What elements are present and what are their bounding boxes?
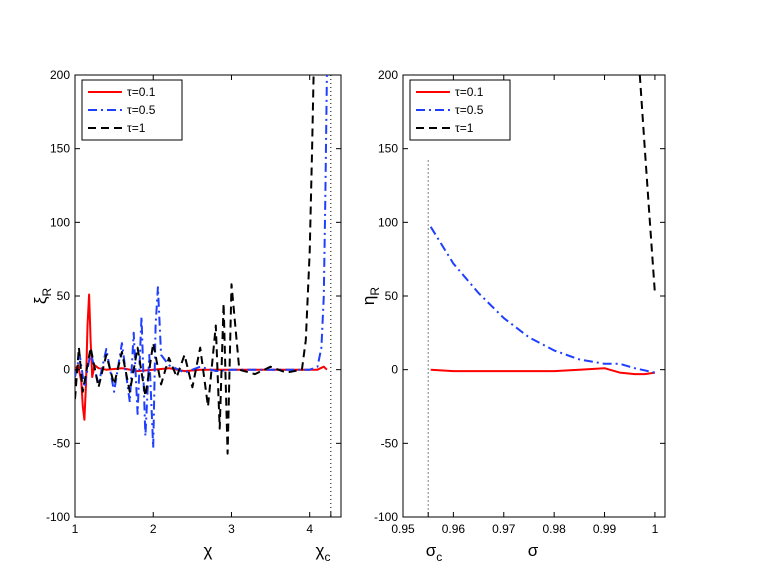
right-legend-box bbox=[409, 79, 511, 141]
right-ylabel: ηR bbox=[359, 287, 382, 305]
left-ytick-label: 0 bbox=[63, 363, 70, 377]
right-ytick-label: 150 bbox=[378, 142, 398, 156]
right-plot-area bbox=[402, 74, 666, 518]
left-legend-label: τ=0.1 bbox=[127, 85, 156, 99]
right-series-layer bbox=[427, 75, 656, 517]
left-series-line-1 bbox=[75, 75, 328, 449]
right-ytick-label: -100 bbox=[374, 510, 398, 524]
left-ytick-label: -100 bbox=[46, 510, 70, 524]
left-plot-area bbox=[74, 74, 342, 518]
right-ticks-layer: 0.95 0.96 0.97 0.98 0.99 1 -100 -50 0 50 100 150 200 bbox=[374, 68, 665, 536]
left-ytick-label: 50 bbox=[57, 289, 71, 303]
right-ytick-label: 0 bbox=[391, 363, 398, 377]
right-xtick-label: 0.97 bbox=[492, 522, 516, 536]
right-xtick-label: 1 bbox=[652, 522, 659, 536]
left-ytick-label: 100 bbox=[50, 215, 70, 229]
right-panel: 0.95 0.96 0.97 0.98 0.99 1 -100 -50 0 50 100 150 200… bbox=[359, 68, 666, 564]
left-xlabel: χ bbox=[204, 541, 213, 560]
left-legend-label: τ=0.5 bbox=[127, 103, 156, 117]
left-series-line-0 bbox=[75, 293, 328, 421]
right-ytick-label: 200 bbox=[378, 68, 398, 82]
right-xtick-label: 0.96 bbox=[442, 522, 466, 536]
left-ytick-label: 200 bbox=[50, 68, 70, 82]
right-legend-label: τ=0.1 bbox=[455, 85, 484, 99]
right-legend-label: τ=0.5 bbox=[455, 103, 484, 117]
right-xtick-label: 0.95 bbox=[391, 522, 415, 536]
left-legend: τ=0.1 τ=0.5 τ=1 bbox=[81, 79, 183, 141]
left-ylabel: ξR bbox=[31, 288, 54, 305]
left-ticks-layer: 1 2 3 4 -100 -50 0 50 100 150 200 bbox=[46, 68, 341, 536]
right-series-line-1 bbox=[429, 226, 656, 374]
right-series-line-0 bbox=[430, 367, 656, 376]
right-series-line-2 bbox=[638, 75, 656, 294]
left-ytick-label: -50 bbox=[53, 436, 71, 450]
left-ytick-label: 150 bbox=[50, 142, 70, 156]
right-extra-xtick-label: σc bbox=[426, 541, 443, 564]
right-ytick-label: 100 bbox=[378, 215, 398, 229]
left-xtick-label: 2 bbox=[150, 522, 157, 536]
left-xtick-label: 4 bbox=[306, 522, 313, 536]
left-legend-box bbox=[81, 79, 183, 141]
right-xlabel: σ bbox=[528, 541, 539, 560]
right-xtick-label: 0.99 bbox=[593, 522, 617, 536]
left-series-line-2 bbox=[75, 75, 315, 455]
left-xtick-label: 1 bbox=[72, 522, 79, 536]
left-series-layer bbox=[75, 75, 332, 517]
left-xtick-label: 3 bbox=[228, 522, 235, 536]
left-legend-label: τ=1 bbox=[127, 121, 146, 135]
right-ytick-label: -50 bbox=[381, 436, 399, 450]
right-ytick-label: 50 bbox=[385, 289, 399, 303]
right-legend: τ=0.1 τ=0.5 τ=1 bbox=[409, 79, 511, 141]
left-extra-xtick-label: χc bbox=[316, 541, 331, 564]
right-xtick-label: 0.98 bbox=[542, 522, 566, 536]
right-legend-label: τ=1 bbox=[455, 121, 474, 135]
